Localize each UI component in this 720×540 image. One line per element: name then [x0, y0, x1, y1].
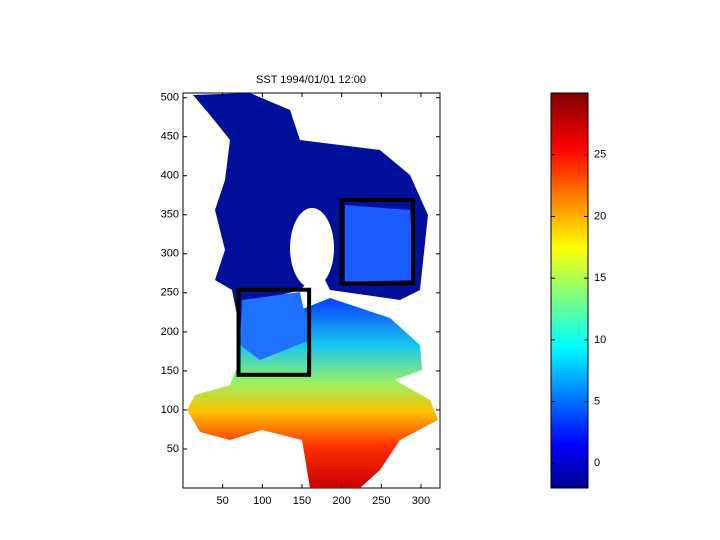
y-tick-label: 400	[161, 170, 179, 182]
sst-field	[187, 93, 438, 488]
y-tick-label: 200	[161, 326, 179, 338]
greenland	[290, 208, 334, 288]
x-tick-label: 250	[372, 495, 390, 507]
y-tick-label: 350	[161, 209, 179, 221]
region-box	[339, 197, 416, 286]
colorbar-tick-label: 25	[594, 149, 606, 161]
chart-title: SST 1994/01/01 12:00	[256, 74, 366, 86]
y-tick-label: 150	[161, 365, 179, 377]
x-tick-label: 100	[253, 495, 271, 507]
colorbar-tick-label: 10	[594, 334, 606, 346]
x-tick-label: 50	[217, 495, 229, 507]
y-tick-label: 50	[167, 443, 179, 455]
colorbar-tick-label: 5	[594, 396, 600, 408]
x-tick-label: 300	[412, 495, 430, 507]
y-tick-label: 100	[161, 404, 179, 416]
y-tick-label: 450	[161, 131, 179, 143]
colorbar-tick-label: 15	[594, 272, 606, 284]
region-box	[236, 287, 312, 377]
labrador-sea	[240, 292, 310, 360]
colorbar-tick-label: 20	[594, 210, 606, 222]
y-tick-label: 500	[161, 92, 179, 104]
x-tick-label: 200	[332, 495, 350, 507]
colorbar	[550, 92, 589, 489]
x-tick-label: 150	[293, 495, 311, 507]
y-tick-label: 250	[161, 287, 179, 299]
nordic-seas	[345, 205, 415, 282]
y-tick-label: 300	[161, 248, 179, 260]
colorbar-tick-label: 0	[594, 457, 600, 469]
